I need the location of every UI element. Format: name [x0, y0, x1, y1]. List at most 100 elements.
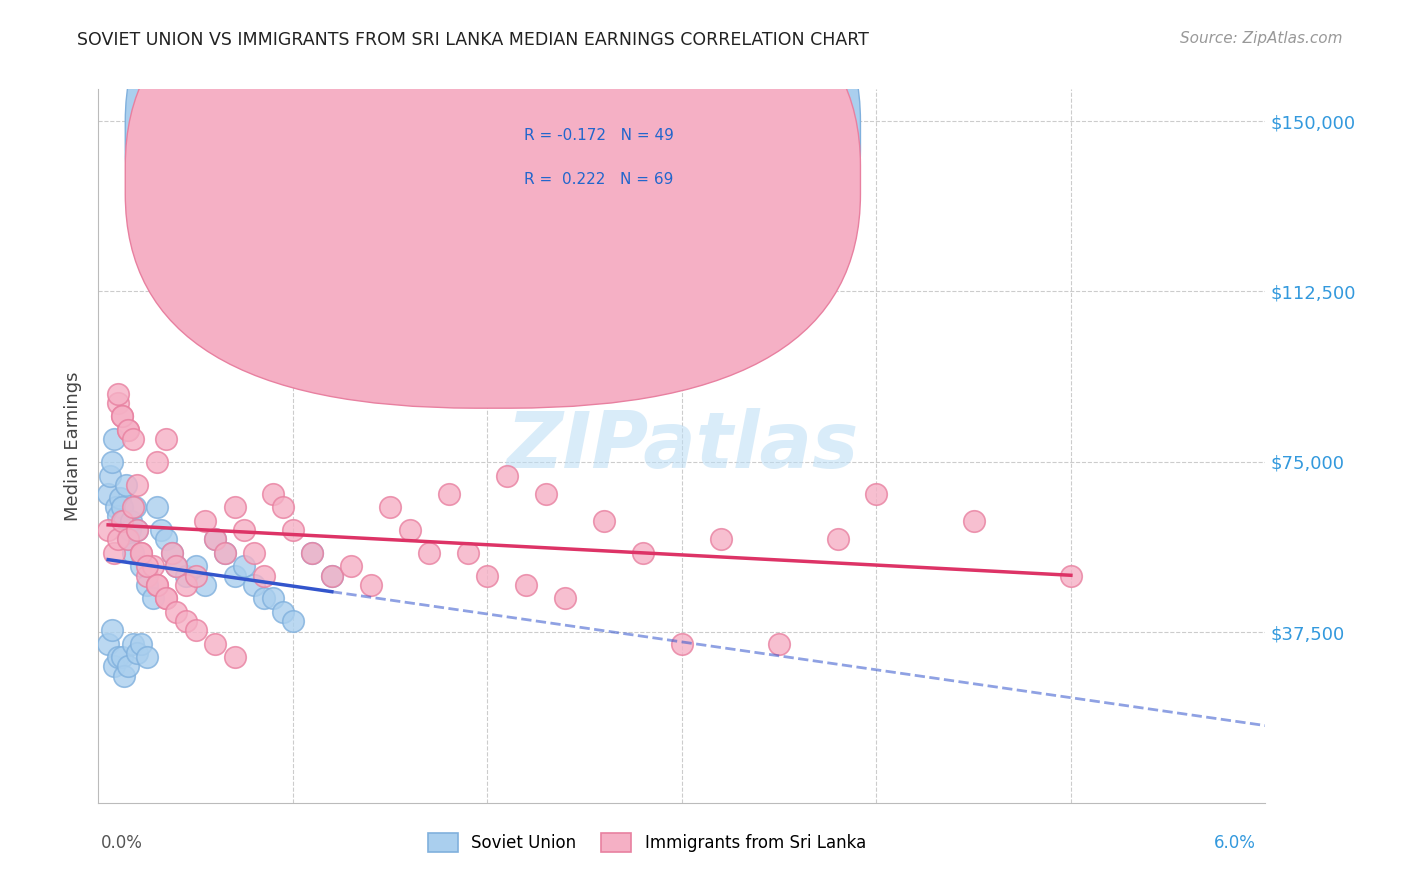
Point: [165, 559, 187, 574]
Point: [224, 500, 246, 515]
Point: [204, 637, 226, 651]
Point: [593, 514, 616, 528]
Y-axis label: Median Earnings: Median Earnings: [65, 371, 83, 521]
Point: [122, 500, 145, 515]
Text: 6.0%: 6.0%: [1213, 834, 1256, 852]
Point: [111, 500, 134, 515]
Point: [321, 568, 343, 582]
Point: [554, 591, 576, 606]
Text: Source: ZipAtlas.com: Source: ZipAtlas.com: [1180, 31, 1343, 46]
Point: [127, 523, 149, 537]
Point: [253, 591, 276, 606]
Point: [224, 568, 246, 582]
Point: [117, 532, 139, 546]
Point: [184, 623, 207, 637]
Point: [214, 546, 236, 560]
FancyBboxPatch shape: [454, 102, 769, 216]
Point: [127, 646, 149, 660]
Point: [165, 605, 187, 619]
Point: [107, 509, 129, 524]
Point: [104, 500, 127, 515]
Point: [204, 532, 226, 546]
Point: [515, 577, 537, 591]
Point: [233, 523, 256, 537]
Point: [174, 568, 197, 582]
Point: [122, 432, 145, 446]
Point: [194, 514, 217, 528]
Point: [111, 409, 134, 424]
Point: [117, 532, 139, 546]
Point: [146, 577, 169, 591]
Point: [118, 523, 141, 537]
Point: [155, 591, 177, 606]
Point: [340, 559, 363, 574]
Point: [477, 568, 499, 582]
Point: [117, 423, 139, 437]
Point: [127, 477, 149, 491]
Point: [136, 559, 159, 574]
Point: [496, 468, 519, 483]
Point: [103, 432, 125, 446]
Point: [129, 637, 152, 651]
Point: [149, 523, 172, 537]
Point: [111, 409, 134, 424]
Point: [321, 568, 343, 582]
Point: [122, 637, 145, 651]
Point: [155, 591, 177, 606]
Point: [184, 568, 207, 582]
Point: [129, 559, 152, 574]
Point: [129, 546, 152, 560]
Point: [437, 487, 460, 501]
Point: [360, 577, 382, 591]
Point: [111, 514, 134, 528]
Point: [281, 614, 304, 628]
Point: [457, 546, 479, 560]
Point: [142, 559, 165, 574]
Point: [174, 577, 197, 591]
Text: ZIPatlas: ZIPatlas: [506, 408, 858, 484]
Point: [243, 577, 266, 591]
Point: [184, 559, 207, 574]
Point: [136, 650, 159, 665]
Point: [271, 605, 294, 619]
Point: [117, 659, 139, 673]
Point: [97, 487, 120, 501]
Point: [301, 546, 323, 560]
Point: [101, 623, 124, 637]
Text: SOVIET UNION VS IMMIGRANTS FROM SRI LANKA MEDIAN EARNINGS CORRELATION CHART: SOVIET UNION VS IMMIGRANTS FROM SRI LANK…: [77, 31, 869, 49]
Point: [204, 532, 226, 546]
Point: [281, 523, 304, 537]
Point: [108, 491, 131, 506]
Point: [301, 546, 323, 560]
Point: [233, 559, 256, 574]
Point: [165, 559, 187, 574]
Text: R =  0.222   N = 69: R = 0.222 N = 69: [524, 172, 673, 187]
Point: [155, 432, 177, 446]
Text: 0.0%: 0.0%: [101, 834, 143, 852]
Point: [262, 591, 284, 606]
Point: [98, 468, 121, 483]
Point: [136, 568, 159, 582]
Point: [107, 532, 129, 546]
Point: [112, 514, 135, 528]
Point: [768, 637, 790, 651]
Point: [124, 500, 146, 515]
Point: [671, 637, 693, 651]
Point: [1060, 568, 1083, 582]
Point: [107, 386, 129, 401]
Point: [253, 568, 276, 582]
Point: [122, 546, 145, 560]
Point: [710, 532, 733, 546]
Point: [155, 532, 177, 546]
Point: [101, 455, 124, 469]
Point: [107, 396, 129, 410]
Point: [243, 295, 266, 310]
Point: [262, 487, 284, 501]
Point: [631, 546, 654, 560]
Point: [107, 650, 129, 665]
Text: R = -0.172   N = 49: R = -0.172 N = 49: [524, 128, 675, 143]
Point: [380, 500, 402, 515]
Point: [103, 659, 125, 673]
Point: [962, 514, 984, 528]
Point: [136, 577, 159, 591]
